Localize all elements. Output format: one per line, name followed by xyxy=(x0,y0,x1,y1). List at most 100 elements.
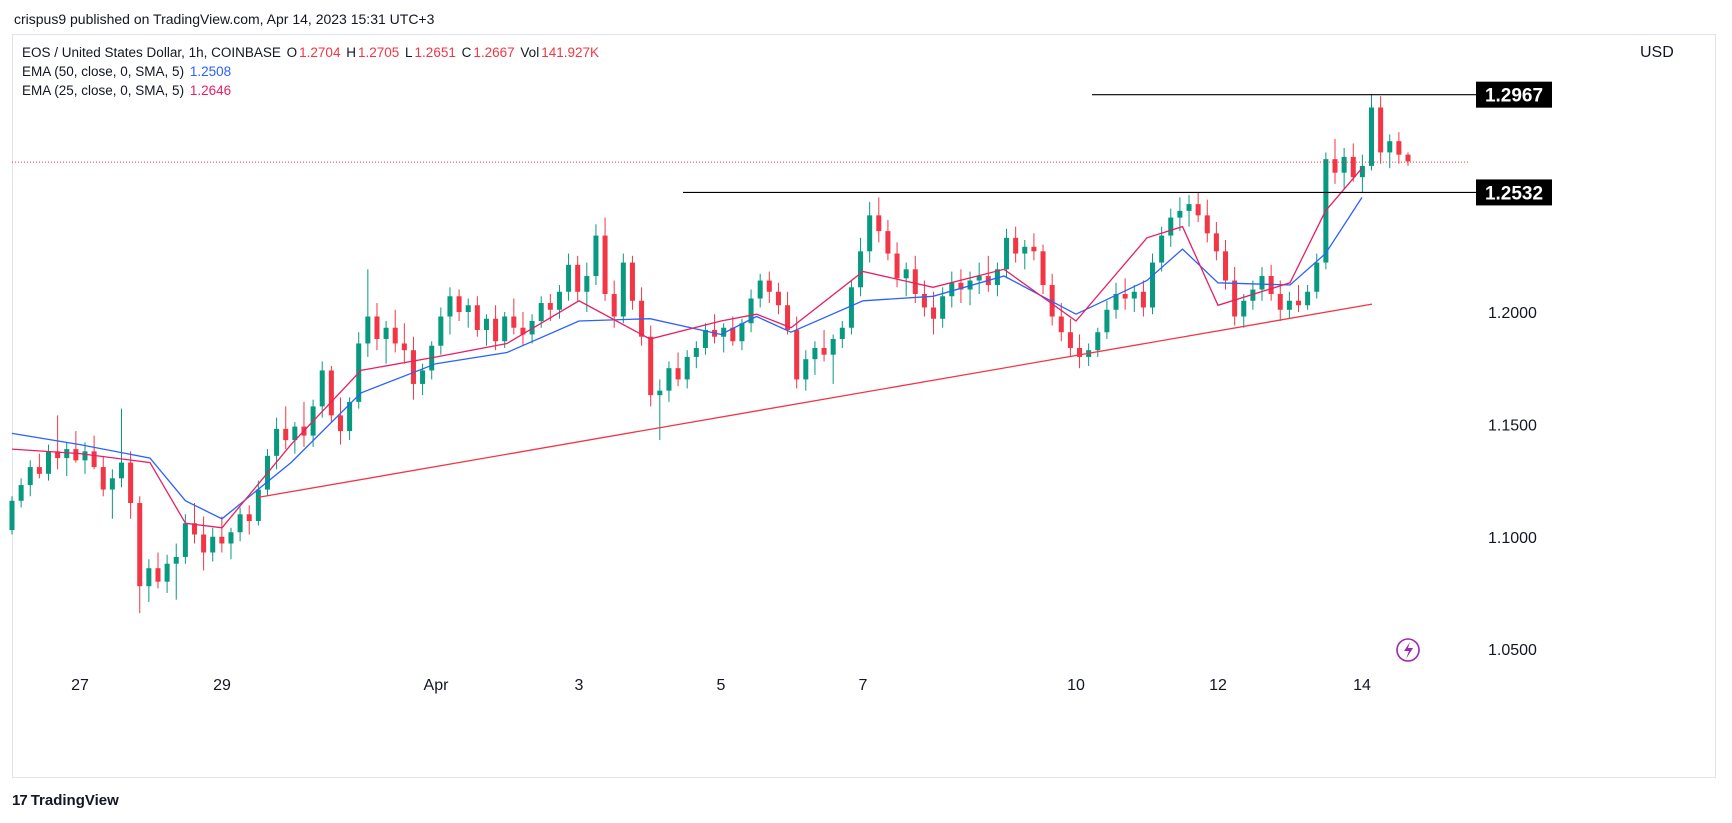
candle-body xyxy=(775,291,781,306)
candle-body xyxy=(949,282,955,297)
candle-body xyxy=(438,316,444,346)
level-price-tag xyxy=(1476,81,1552,108)
candle-body xyxy=(1095,332,1101,351)
candle-body xyxy=(1396,141,1402,155)
candle-body xyxy=(1387,141,1393,153)
candle-body xyxy=(128,462,134,504)
tradingview-brand: TradingView xyxy=(30,792,119,809)
candle-body xyxy=(657,390,663,396)
candle-body xyxy=(903,269,909,279)
candle-body xyxy=(967,280,973,290)
candle-body xyxy=(292,426,298,441)
candle-body xyxy=(1122,294,1128,299)
legend-ema25-row[interactable]: EMA (25, close, 0, SMA, 5) 1.2646 xyxy=(22,81,601,100)
chart-frame[interactable] xyxy=(12,34,1716,778)
candle-body xyxy=(1359,165,1365,178)
legend-ema50-row[interactable]: EMA (50, close, 0, SMA, 5) 1.2508 xyxy=(22,62,601,81)
candle-body xyxy=(620,262,626,317)
candle-body xyxy=(867,215,873,252)
legend-symbol: EOS / United States Dollar, 1h, COINBASE xyxy=(22,45,281,60)
candle-body xyxy=(1186,204,1192,211)
candle-body xyxy=(1004,237,1010,270)
candle-body xyxy=(821,347,827,355)
candle-body xyxy=(766,280,772,292)
legend-close-label: C xyxy=(461,45,472,60)
candle-body xyxy=(1067,332,1073,348)
candle-body xyxy=(118,462,124,479)
x-tick-label: 3 xyxy=(575,677,584,694)
candle-body xyxy=(182,523,188,557)
candle-body xyxy=(666,368,672,391)
candle-body xyxy=(237,514,243,533)
candle-body xyxy=(748,298,754,324)
candle-body xyxy=(629,262,635,301)
candle-body xyxy=(274,428,280,456)
candle-body xyxy=(1077,347,1083,357)
candle-body xyxy=(410,350,416,384)
publisher-caption: crispus9 published on TradingView.com, A… xyxy=(14,11,435,27)
candle-body xyxy=(848,287,854,328)
candle-body xyxy=(383,327,389,339)
candle-body xyxy=(1341,156,1347,173)
currency-label: USD xyxy=(1640,44,1674,61)
x-tick-label: 10 xyxy=(1067,677,1085,694)
candle-body xyxy=(456,296,462,312)
candle-body xyxy=(1022,246,1028,254)
candle-body xyxy=(228,532,234,544)
ema-lines xyxy=(11,167,1363,529)
candle-body xyxy=(1177,210,1183,218)
candle-body xyxy=(1378,107,1384,153)
candle-body xyxy=(593,235,599,277)
candle-body xyxy=(739,323,745,342)
candle-body xyxy=(566,264,572,292)
lightning-icon[interactable] xyxy=(1396,638,1420,662)
candle-body xyxy=(794,329,800,380)
candle-body xyxy=(55,451,61,459)
level-price-tag xyxy=(1476,179,1552,206)
candle-body xyxy=(702,329,708,348)
candle-body xyxy=(1131,291,1137,299)
legend-open-label: O xyxy=(286,45,298,60)
candle-body xyxy=(137,503,143,587)
candle-body xyxy=(529,320,535,335)
candle-body xyxy=(876,215,882,232)
candle-body xyxy=(940,296,946,319)
candle-body xyxy=(1168,217,1174,236)
candle-body xyxy=(721,327,727,337)
candle-body xyxy=(958,282,964,290)
candle-body xyxy=(858,251,864,288)
candle-body xyxy=(36,467,42,474)
legend-ema25-value: 1.2646 xyxy=(189,83,232,98)
legend-symbol-row: EOS / United States Dollar, 1h, COINBASE… xyxy=(22,43,601,62)
candle-body xyxy=(219,536,225,544)
candle-body xyxy=(584,276,590,292)
legend-low-value: 1.2651 xyxy=(414,45,456,60)
candle-body xyxy=(45,451,52,474)
x-tick-label: 12 xyxy=(1209,677,1227,694)
candle-body xyxy=(1213,233,1219,252)
x-tick-label: 5 xyxy=(717,677,726,694)
candle-body xyxy=(693,347,699,357)
candle-body xyxy=(1104,309,1110,333)
candle-body xyxy=(538,303,544,321)
candle-body xyxy=(109,478,115,490)
candle-body xyxy=(830,338,836,355)
candle-body xyxy=(465,305,471,312)
candle-body xyxy=(64,449,70,459)
legend-ema50-value: 1.2508 xyxy=(189,64,232,79)
candle-body xyxy=(931,307,937,319)
candle-body xyxy=(191,523,197,535)
chart-legend[interactable]: EOS / United States Dollar, 1h, COINBASE… xyxy=(22,43,601,100)
candle-body xyxy=(347,401,353,432)
candle-body xyxy=(785,305,791,330)
candle-body xyxy=(803,359,809,380)
candle-body xyxy=(1232,280,1238,317)
tradingview-logo[interactable]: 17 TradingView xyxy=(12,792,119,809)
candle-body xyxy=(921,294,927,308)
legend-ema50-label: EMA (50, close, 0, SMA, 5) xyxy=(22,64,185,79)
candle-body xyxy=(1013,237,1019,254)
candle-body xyxy=(401,343,407,351)
candle-body xyxy=(976,276,982,281)
candle-body xyxy=(1040,251,1046,286)
